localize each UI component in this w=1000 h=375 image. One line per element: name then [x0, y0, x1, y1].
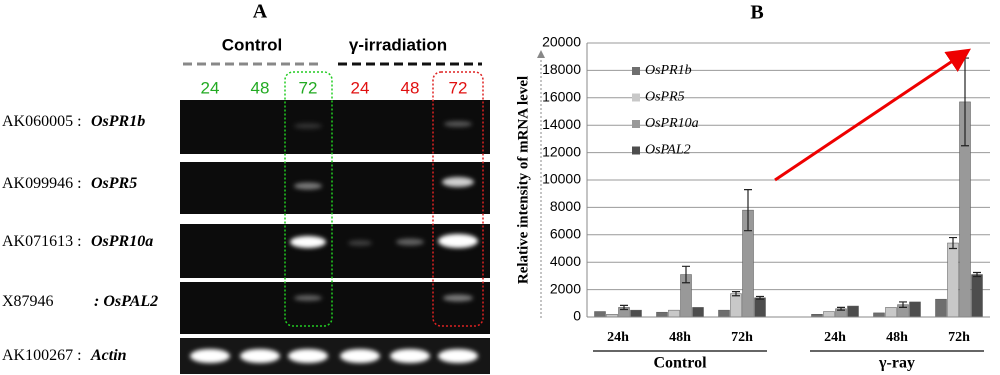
row-label: X87946 : OsPAL2 [2, 293, 158, 310]
error-bar [744, 188, 752, 232]
legend-swatch [632, 67, 640, 75]
bar [656, 311, 668, 318]
gene-name: : OsPAL2 [94, 293, 158, 310]
y-tick-label: 2000 [550, 280, 581, 296]
lane-label: 72 [299, 78, 318, 97]
bar [935, 298, 947, 318]
error-bar [899, 301, 907, 309]
panel-label: A [253, 1, 268, 23]
x-tick-label: 24h [607, 330, 629, 345]
row-label: AK099946 : OsPR5 [2, 175, 137, 192]
x-tick-label: 24h [824, 330, 846, 345]
y-tick-label: 14000 [542, 116, 581, 132]
accession: X87946 [2, 293, 54, 310]
accession: AK099946 : [2, 175, 82, 192]
bar [718, 309, 730, 318]
legend-label: OsPR10a [645, 116, 699, 131]
bar [873, 312, 885, 318]
error-bar [837, 306, 845, 311]
bar [947, 242, 959, 318]
row-label: AK071613 : OsPR10a [2, 233, 153, 250]
legend-swatch [632, 93, 640, 102]
bar [909, 301, 921, 318]
x-tick-label: 48h [669, 330, 691, 345]
bar [823, 311, 835, 318]
row-label: AK060005 : OsPR1b [2, 113, 145, 130]
bar [692, 307, 704, 318]
legend-label: OsPR5 [645, 90, 685, 105]
y-tick-label: 6000 [550, 226, 581, 242]
lane-label: 24 [351, 78, 370, 97]
group-label: Control [653, 355, 707, 372]
accession: AK071613 : [2, 233, 82, 250]
gel-image [180, 62, 490, 374]
y-tick-label: 8000 [550, 198, 581, 214]
error-bar [732, 291, 740, 297]
y-tick-label: 10000 [542, 171, 581, 187]
y-tick-label: 20000 [542, 34, 581, 50]
lane-labels: 24 48 72 24 48 72 [201, 78, 468, 97]
bar [730, 293, 742, 318]
gene-name: OsPR1b [91, 113, 145, 130]
row-label: AK100267 : Actin [2, 347, 127, 364]
legend-swatch [632, 120, 640, 128]
x-tick-label: 72h [948, 330, 970, 345]
legend-label: OsPAL2 [645, 143, 691, 158]
lane-label: 24 [201, 78, 220, 97]
trend-arrow [774, 48, 971, 182]
accession: AK100267 : [2, 347, 82, 364]
bar [594, 311, 606, 318]
bar [885, 307, 897, 318]
y-tick-label: 4000 [550, 253, 581, 269]
error-bar [682, 265, 690, 284]
lane-label: 72 [449, 78, 468, 97]
y-tick-label: 16000 [542, 89, 581, 105]
y-tick-label: 12000 [542, 143, 581, 159]
lane-label: 48 [251, 78, 270, 97]
group-label: γ-ray [878, 355, 915, 372]
legend-label: OsPR1b [645, 63, 692, 78]
y-axis-title: Relative intensity of mRNA level [515, 76, 531, 284]
bar [668, 309, 680, 318]
row-labels: AK060005 : OsPR1b AK099946 : OsPR5 AK071613 … [2, 113, 158, 364]
y-tick-label: 18000 [542, 61, 581, 77]
x-tick-label: 72h [731, 330, 753, 345]
gene-name: OsPR10a [91, 233, 153, 250]
error-bar [620, 304, 628, 311]
accession: AK060005 : [2, 113, 82, 130]
gene-name: Actin [90, 347, 127, 364]
bar [847, 305, 859, 318]
bar [754, 297, 766, 318]
gene-name: OsPR5 [91, 175, 137, 192]
error-bar [756, 295, 764, 300]
group-label: γ-irradiation [349, 35, 447, 54]
bar [971, 274, 983, 318]
error-bar [949, 236, 957, 250]
error-bar [973, 271, 981, 278]
group-label: Control [222, 35, 282, 54]
x-tick-label: 48h [886, 330, 908, 345]
legend-swatch [632, 146, 640, 155]
y-tick-label: 0 [573, 308, 581, 324]
lane-label: 48 [401, 78, 420, 97]
panel-label: B [750, 2, 763, 24]
bar-chart: B Relative intensity of mRNA level 0 2000 40… [515, 2, 990, 372]
bar [630, 309, 642, 318]
